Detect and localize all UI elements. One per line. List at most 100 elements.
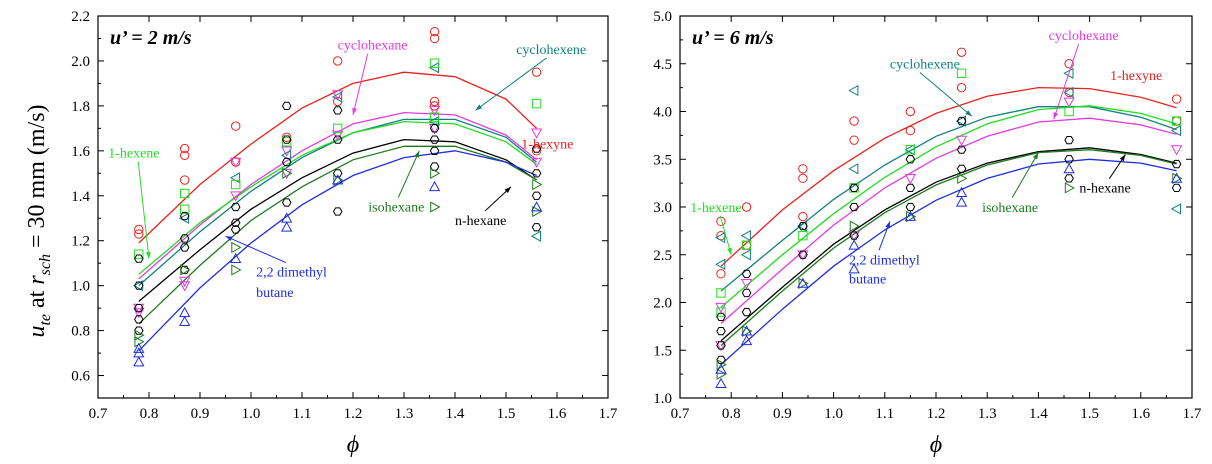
series-annotation: isohexane: [982, 201, 1038, 216]
data-point-1-hexyne: [1064, 59, 1074, 69]
data-point-isohexane: [716, 368, 727, 380]
data-point-isohexane: [906, 210, 917, 223]
fit-curve-cyclohexane: [138, 111, 538, 280]
data-point-cyclohexane: [740, 279, 753, 290]
annotation-arrowhead: [885, 221, 890, 229]
data-point-n-hexane: [798, 250, 808, 259]
data-point-n-hexane: [798, 222, 808, 231]
y-tick-label: 1.0: [71, 279, 90, 295]
data-point-1-hexyne: [798, 173, 808, 184]
x-tick-label: 1.0: [824, 406, 843, 422]
data-point-isohexane: [798, 277, 809, 290]
data-point-isohexane: [1064, 182, 1075, 194]
y-tick-label: 2.2: [71, 9, 90, 25]
data-point-1-hexyne: [741, 202, 752, 212]
data-point-cyclohexane: [428, 106, 441, 117]
chart-panel-2: 0.7 0.8 0.9 1.0 1.1 1.2 1.3 1.4 1.5 1.6 1.7 1.0 1.5 2…: [653, 9, 1202, 458]
data-point-cyclohexane: [230, 191, 242, 202]
x-tick-label: 1.2: [344, 406, 363, 422]
annotation-arrowhead: [414, 150, 420, 158]
data-point-n-hexane: [429, 135, 440, 144]
fit-curve-n-hexane: [720, 147, 1177, 342]
data-point-n-hexane: [1064, 174, 1074, 183]
x-tick-label: 1.5: [1080, 406, 1099, 422]
data-point-cyclohexane: [530, 128, 543, 139]
data-point-n-hexane: [849, 231, 859, 240]
series-annotation: 1-hexene: [690, 201, 741, 216]
data-point-2-2-dimethyl-butane: [281, 221, 293, 232]
data-point-1-hexyne: [905, 106, 916, 117]
annotation-arrowhead: [352, 107, 357, 115]
y-axis-label-part: at: [24, 285, 50, 314]
data-point-cyclohexane: [904, 174, 917, 185]
data-point-n-hexane: [1171, 183, 1182, 192]
data-point-n-hexane: [716, 341, 726, 350]
data-point-1-hexene: [282, 137, 292, 147]
data-point-2-2-dimethyl-butane: [740, 325, 753, 336]
data-point-2-2-dimethyl-butane: [797, 277, 809, 288]
annotation-arrowhead: [1119, 154, 1126, 162]
data-point-n-hexane: [332, 106, 343, 115]
fit-curve-cyclohexane: [720, 117, 1177, 324]
fit-curve-isohexane: [720, 149, 1177, 346]
y-tick-label: 1.4: [71, 189, 90, 205]
x-tick-label: 1.3: [395, 406, 414, 422]
data-point-isohexane: [957, 172, 968, 185]
data-point-1-hexyne: [905, 125, 916, 136]
series-annotation: butane: [256, 286, 293, 301]
data-point-1-hexyne: [180, 143, 190, 154]
data-point-n-hexane: [1171, 159, 1182, 169]
y-tick-label: 2.5: [653, 248, 672, 264]
data-point-2-2-dimethyl-butane: [715, 363, 727, 374]
data-point-cyclohexene: [1063, 67, 1074, 79]
y-tick-label: 1.2: [71, 234, 90, 250]
data-point-n-hexane: [281, 101, 292, 110]
data-point-n-hexane: [134, 281, 144, 290]
data-point-cyclohexene: [229, 172, 241, 184]
data-point-1-hexyne: [716, 269, 726, 279]
data-point-n-hexane: [281, 135, 292, 144]
data-point-cyclohexane: [281, 168, 293, 180]
data-point-n-hexane: [531, 223, 542, 232]
data-point-2-2-dimethyl-butane: [955, 186, 968, 197]
x-tick-label: 1.5: [497, 406, 516, 422]
data-point-cyclohexene: [848, 163, 859, 175]
data-point-cyclohexane: [179, 276, 191, 288]
x-tick-label: 1.4: [1029, 406, 1048, 422]
series-annotation: cyclohexane: [338, 39, 408, 54]
data-point-2-2-dimethyl-butane: [133, 342, 145, 353]
x-tick-label: 1.1: [293, 406, 312, 422]
data-point-n-hexane: [134, 315, 144, 324]
data-point-n-hexane: [741, 269, 752, 278]
y-tick-label: 1.0: [653, 391, 672, 407]
data-point-1-hexene: [741, 240, 752, 250]
annotation-arrow: [137, 161, 150, 259]
data-point-isohexane: [742, 325, 753, 337]
data-point-1-hexyne: [1171, 94, 1182, 104]
x-tick-label: 0.7: [89, 406, 108, 422]
data-point-1-hexene: [429, 112, 440, 122]
annotation-arrow: [919, 72, 973, 117]
x-tick-label: 1.0: [242, 406, 261, 422]
data-point-n-hexane: [905, 202, 916, 212]
data-point-cyclohexene: [715, 231, 726, 244]
x-tick-label: 1.7: [599, 406, 618, 422]
data-point-cyclohexane: [230, 157, 242, 168]
data-point-isohexane: [849, 220, 860, 232]
data-point-1-hexyne: [180, 175, 190, 185]
data-point-n-hexane: [332, 169, 343, 178]
x-tick-label: 0.9: [191, 406, 210, 422]
series-annotation: cyclohexane: [1049, 29, 1119, 44]
series-annotation: butane: [849, 272, 886, 287]
chart-panel-1: 0.7 0.8 0.9 1.0 1.1 1.2 1.3 1.4 1.5 1.6 1.7 0.6 0.8 1…: [24, 9, 618, 458]
data-point-n-hexane: [741, 307, 752, 317]
data-point-cyclohexene: [331, 91, 343, 103]
data-point-n-hexane: [429, 146, 440, 155]
data-point-n-hexane: [956, 164, 967, 173]
data-point-2-2-dimethyl-butane: [1063, 162, 1075, 174]
y-tick-label: 0.8: [71, 324, 90, 340]
data-point-2-2-dimethyl-butane: [715, 377, 727, 388]
data-point-1-hexene: [333, 123, 343, 134]
data-point-2-2-dimethyl-butane: [133, 356, 145, 367]
y-tick-label: 2.0: [71, 54, 90, 70]
